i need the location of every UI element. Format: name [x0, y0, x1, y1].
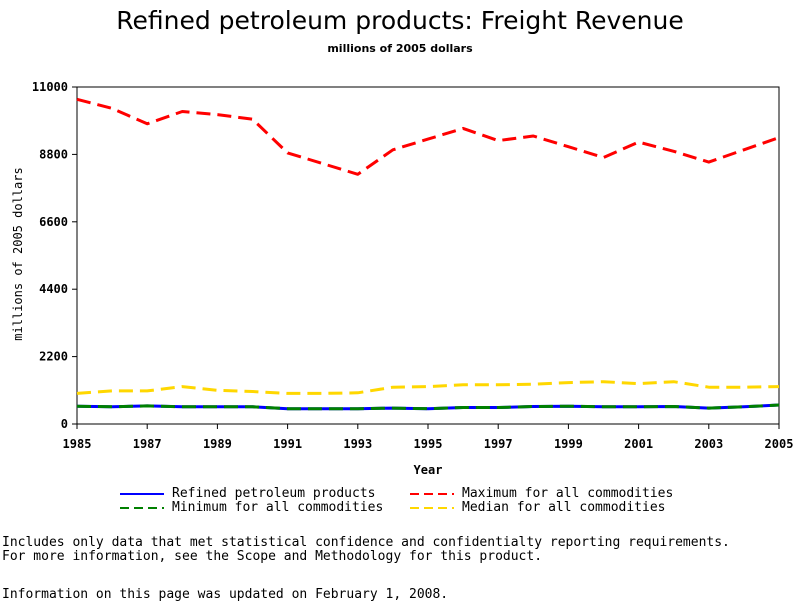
legend-swatch-blue: [120, 491, 164, 497]
x-tick-label: 1991: [273, 437, 302, 451]
series-line-maximum-for-all-commodities: [77, 99, 779, 174]
footnotes: Includes only data that met statistical …: [2, 536, 792, 564]
footnote-confidence: Includes only data that met statistical …: [2, 536, 792, 550]
series-line-median-for-all-commodities: [77, 382, 779, 394]
line-chart: 0 2200 4400 6600 8800 11000 1985 1987 1989 1991 19…: [0, 0, 800, 480]
legend-label: Median for all commodities: [462, 500, 666, 515]
legend-item-refined-petroleum: Refined petroleum products: [120, 486, 376, 501]
x-tick-label: 1995: [414, 437, 443, 451]
legend-item-median: Median for all commodities: [410, 500, 666, 515]
legend-swatch-yellow: [410, 505, 454, 511]
legend-item-minimum: Minimum for all commodities: [120, 500, 383, 515]
y-tick-label: 4400: [39, 282, 68, 296]
legend-swatch-red: [410, 491, 454, 497]
y-tick-label: 0: [61, 417, 68, 431]
x-axis-label: Year: [378, 463, 478, 477]
x-tick-label: 1999: [554, 437, 583, 451]
footnote-methodology: For more information, see the Scope and …: [2, 550, 792, 564]
x-tick-label: 1993: [343, 437, 372, 451]
y-axis-label: millions of 2005 dollars: [11, 154, 25, 354]
legend-label: Maximum for all commodities: [462, 486, 673, 501]
x-tick-label: 1987: [133, 437, 162, 451]
y-tick-label: 6600: [39, 215, 68, 229]
x-tick-label: 2003: [694, 437, 723, 451]
y-tick-label: 2200: [39, 350, 68, 364]
y-tick-label: 8800: [39, 147, 68, 161]
x-tick-label: 1997: [484, 437, 513, 451]
x-tick-label: 1985: [63, 437, 92, 451]
chart-legend: Refined petroleum products Maximum for a…: [120, 486, 720, 518]
x-tick-label: 1989: [203, 437, 232, 451]
legend-label: Refined petroleum products: [172, 486, 376, 501]
y-tick-label: 11000: [32, 80, 68, 94]
x-tick-label: 2001: [624, 437, 653, 451]
legend-item-maximum: Maximum for all commodities: [410, 486, 673, 501]
legend-label: Minimum for all commodities: [172, 500, 383, 515]
legend-swatch-green: [120, 505, 164, 511]
x-tick-label: 2005: [765, 437, 794, 451]
